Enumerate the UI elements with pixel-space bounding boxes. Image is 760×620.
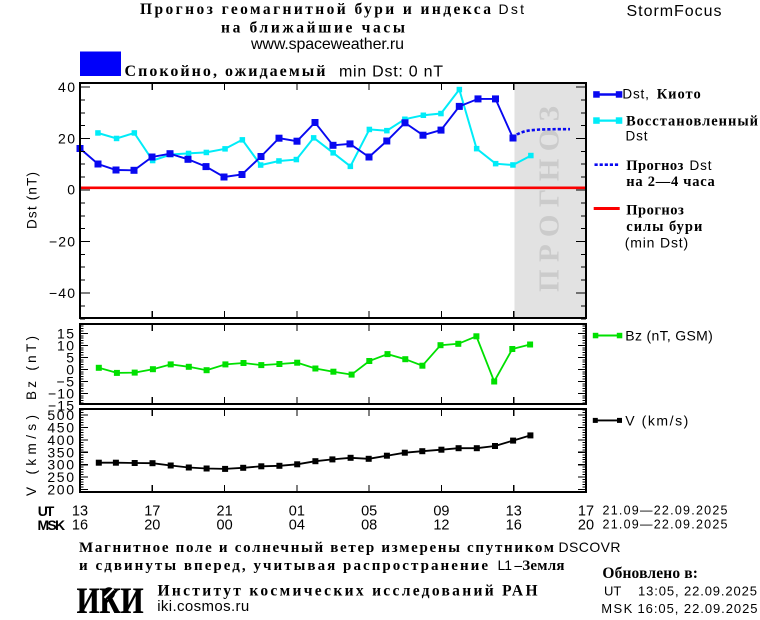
svg-text:iki.cosmos.ru: iki.cosmos.ru: [157, 598, 249, 615]
svg-text:–Земля: –Земля: [514, 558, 565, 574]
svg-text:Обновлено в:: Обновлено в:: [602, 565, 698, 582]
svg-text:01: 01: [289, 504, 305, 520]
svg-text:20: 20: [578, 518, 594, 534]
svg-text:Dst,: Dst,: [622, 86, 649, 101]
svg-text:MSK: MSK: [38, 517, 66, 533]
svg-text:StormFocus: StormFocus: [627, 3, 722, 20]
svg-text:350: 350: [47, 444, 74, 460]
svg-text:ПРОГНОЗ: ПРОГНОЗ: [534, 106, 566, 292]
svg-text:13: 13: [506, 504, 522, 520]
svg-text:V (km/s): V (km/s): [625, 412, 688, 428]
svg-text:16: 16: [506, 518, 522, 534]
svg-text:Dst: Dst: [499, 1, 525, 17]
svg-text:ИКИ: ИКИ: [77, 581, 144, 620]
svg-text:40: 40: [58, 79, 75, 95]
svg-text:09: 09: [433, 504, 449, 520]
svg-text:−10: −10: [48, 385, 74, 401]
svg-text:на ближайшие часы: на ближайшие часы: [221, 20, 405, 37]
svg-text:20: 20: [144, 518, 160, 534]
svg-text:0: 0: [66, 361, 74, 377]
svg-text:UT: UT: [38, 503, 55, 519]
svg-text:Киото: Киото: [657, 86, 701, 102]
svg-text:(min Dst): (min Dst): [625, 235, 689, 251]
svg-text:−15: −15: [48, 397, 74, 413]
svg-text:0: 0: [67, 182, 75, 198]
svg-text:UT: UT: [604, 584, 621, 599]
svg-text:17: 17: [144, 504, 160, 520]
svg-text:L1: L1: [498, 557, 513, 573]
svg-text:17: 17: [578, 504, 594, 520]
svg-text:250: 250: [47, 469, 74, 485]
svg-text:Восстановленный: Восстановленный: [626, 114, 758, 130]
svg-text:400: 400: [47, 432, 74, 448]
svg-text:10: 10: [57, 337, 74, 353]
svg-text:−20: −20: [49, 234, 75, 250]
svg-text:16:05, 22.09.2025: 16:05, 22.09.2025: [638, 601, 758, 616]
svg-text:04: 04: [289, 518, 305, 534]
svg-text:Dst (nT): Dst (nT): [25, 172, 40, 229]
svg-text:и сдвинуты вперед, учитывая ра: и сдвинуты вперед, учитывая распростране…: [79, 558, 488, 574]
svg-text:DSCOVR: DSCOVR: [559, 539, 621, 555]
svg-text:16: 16: [72, 518, 88, 534]
svg-text:300: 300: [47, 457, 74, 473]
svg-text:−40: −40: [49, 285, 75, 301]
svg-text:15: 15: [57, 325, 74, 341]
svg-text:200: 200: [47, 482, 74, 498]
svg-text:−5: −5: [57, 373, 75, 389]
svg-text:20: 20: [58, 131, 75, 147]
svg-text:Прогноз: Прогноз: [626, 203, 684, 219]
svg-text:Прогноз: Прогноз: [626, 158, 683, 174]
svg-text:min Dst: 0 nT: min Dst: 0 nT: [339, 63, 443, 80]
svg-text:21: 21: [217, 504, 233, 520]
svg-text:на 2—4 часа: на 2—4 часа: [626, 174, 715, 190]
svg-text:Прогноз геомагнитной бури и ин: Прогноз геомагнитной бури и индекса: [140, 1, 491, 18]
svg-text:21.09—22.09.2025: 21.09—22.09.2025: [603, 504, 728, 518]
svg-text:500: 500: [47, 407, 74, 423]
svg-text:Dst: Dst: [690, 158, 712, 173]
svg-text:Институт космических исследова: Институт космических исследований РАН: [158, 583, 538, 600]
svg-text:5: 5: [66, 349, 74, 365]
svg-text:13:05, 22.09.2025: 13:05, 22.09.2025: [638, 584, 757, 599]
svg-text:силы бури: силы бури: [626, 219, 702, 235]
svg-text:www.spaceweather.ru: www.spaceweather.ru: [250, 36, 404, 53]
svg-text:05: 05: [361, 504, 377, 520]
svg-text:MSK: MSK: [601, 601, 632, 616]
svg-text:21.09—22.09.2025: 21.09—22.09.2025: [603, 518, 728, 532]
svg-text:Магнитное поле и солнечный вет: Магнитное поле и солнечный ветер измерен…: [79, 540, 554, 556]
svg-text:08: 08: [361, 518, 377, 534]
svg-text:Bz (nT): Bz (nT): [24, 336, 39, 400]
svg-text:Bz (nT, GSM): Bz (nT, GSM): [625, 328, 713, 344]
svg-text:00: 00: [217, 518, 233, 534]
svg-text:12: 12: [433, 518, 449, 534]
svg-text:Dst: Dst: [626, 129, 648, 144]
svg-text:450: 450: [47, 420, 74, 436]
svg-text:Спокойно, ожидаемый: Спокойно, ожидаемый: [125, 63, 326, 80]
svg-text:13: 13: [72, 504, 88, 520]
